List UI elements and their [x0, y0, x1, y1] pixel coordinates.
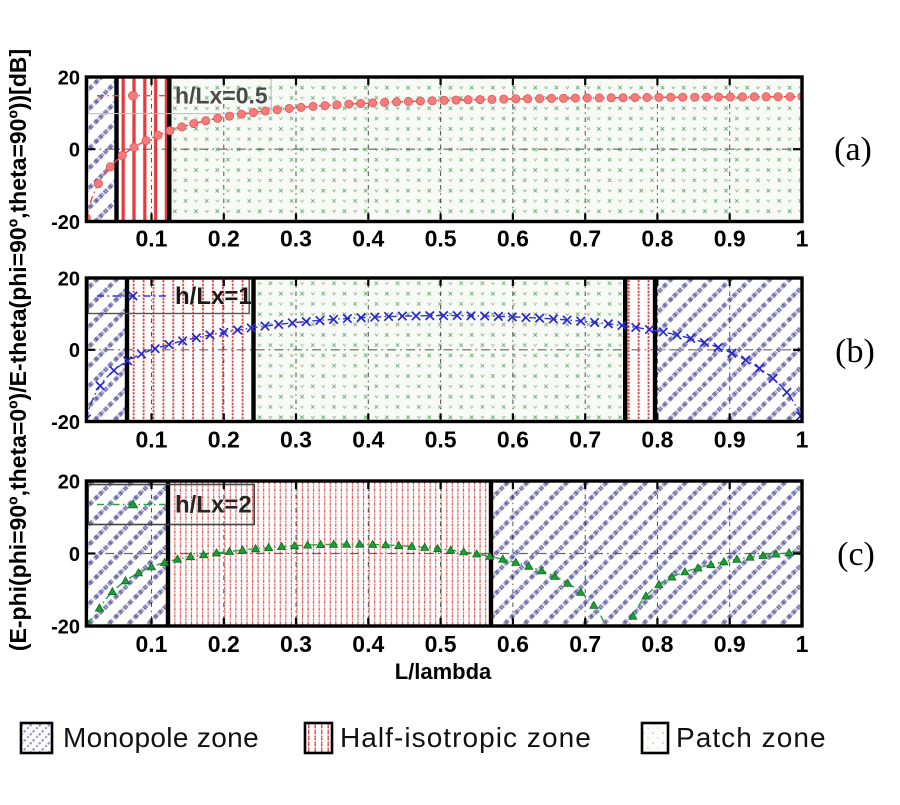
- svg-text:0.5: 0.5: [425, 427, 457, 453]
- svg-text:0.1: 0.1: [136, 226, 168, 252]
- svg-text:0.7: 0.7: [569, 631, 601, 657]
- svg-text:(c): (c): [837, 536, 875, 573]
- svg-text:20: 20: [58, 268, 80, 290]
- svg-text:(E-phi(phi=90º,theta=0º)/E-the: (E-phi(phi=90º,theta=0º)/E-theta(phi=90º…: [5, 49, 31, 651]
- svg-text:1: 1: [796, 427, 809, 453]
- svg-text:0: 0: [69, 340, 80, 362]
- svg-text:0.9: 0.9: [714, 427, 746, 453]
- svg-text:0.7: 0.7: [569, 427, 601, 453]
- svg-text:0.6: 0.6: [497, 631, 529, 657]
- svg-text:0.6: 0.6: [497, 226, 529, 252]
- svg-text:0.2: 0.2: [208, 427, 240, 453]
- svg-text:20: 20: [58, 471, 80, 493]
- svg-text:0.2: 0.2: [208, 631, 240, 657]
- svg-text:-20: -20: [51, 412, 80, 434]
- svg-text:0.8: 0.8: [641, 226, 673, 252]
- svg-text:0.1: 0.1: [136, 631, 168, 657]
- svg-text:20: 20: [58, 67, 80, 89]
- svg-text:0.9: 0.9: [714, 226, 746, 252]
- svg-text:0.3: 0.3: [280, 226, 312, 252]
- svg-text:0.7: 0.7: [569, 226, 601, 252]
- svg-text:0.9: 0.9: [714, 631, 746, 657]
- svg-text:Half-isotropic zone: Half-isotropic zone: [340, 722, 592, 753]
- svg-text:(a): (a): [834, 131, 872, 168]
- svg-text:h/Lx=2: h/Lx=2: [175, 492, 252, 519]
- svg-text:1: 1: [796, 631, 809, 657]
- svg-text:0.8: 0.8: [641, 631, 673, 657]
- svg-text:0.5: 0.5: [425, 226, 457, 252]
- svg-text:0: 0: [69, 140, 80, 162]
- svg-text:h/Lx=1: h/Lx=1: [175, 283, 252, 310]
- svg-text:(b): (b): [835, 333, 875, 370]
- svg-text:0.1: 0.1: [136, 427, 168, 453]
- svg-text:0.5: 0.5: [425, 631, 457, 657]
- svg-text:1: 1: [796, 226, 809, 252]
- svg-text:0.4: 0.4: [352, 226, 384, 252]
- svg-text:h/Lx=0.5: h/Lx=0.5: [175, 83, 268, 109]
- svg-text:0.3: 0.3: [280, 631, 312, 657]
- svg-text:0.2: 0.2: [208, 226, 240, 252]
- svg-text:-20: -20: [51, 212, 80, 234]
- svg-text:0.4: 0.4: [352, 427, 384, 453]
- svg-text:0.8: 0.8: [641, 427, 673, 453]
- svg-text:Patch zone: Patch zone: [676, 722, 827, 753]
- svg-text:0.4: 0.4: [352, 631, 384, 657]
- svg-text:0: 0: [69, 544, 80, 566]
- svg-text:Monopole zone: Monopole zone: [63, 722, 259, 753]
- svg-text:0.3: 0.3: [280, 427, 312, 453]
- svg-text:L/lambda: L/lambda: [395, 659, 492, 684]
- svg-text:0.6: 0.6: [497, 427, 529, 453]
- svg-text:-20: -20: [51, 616, 80, 638]
